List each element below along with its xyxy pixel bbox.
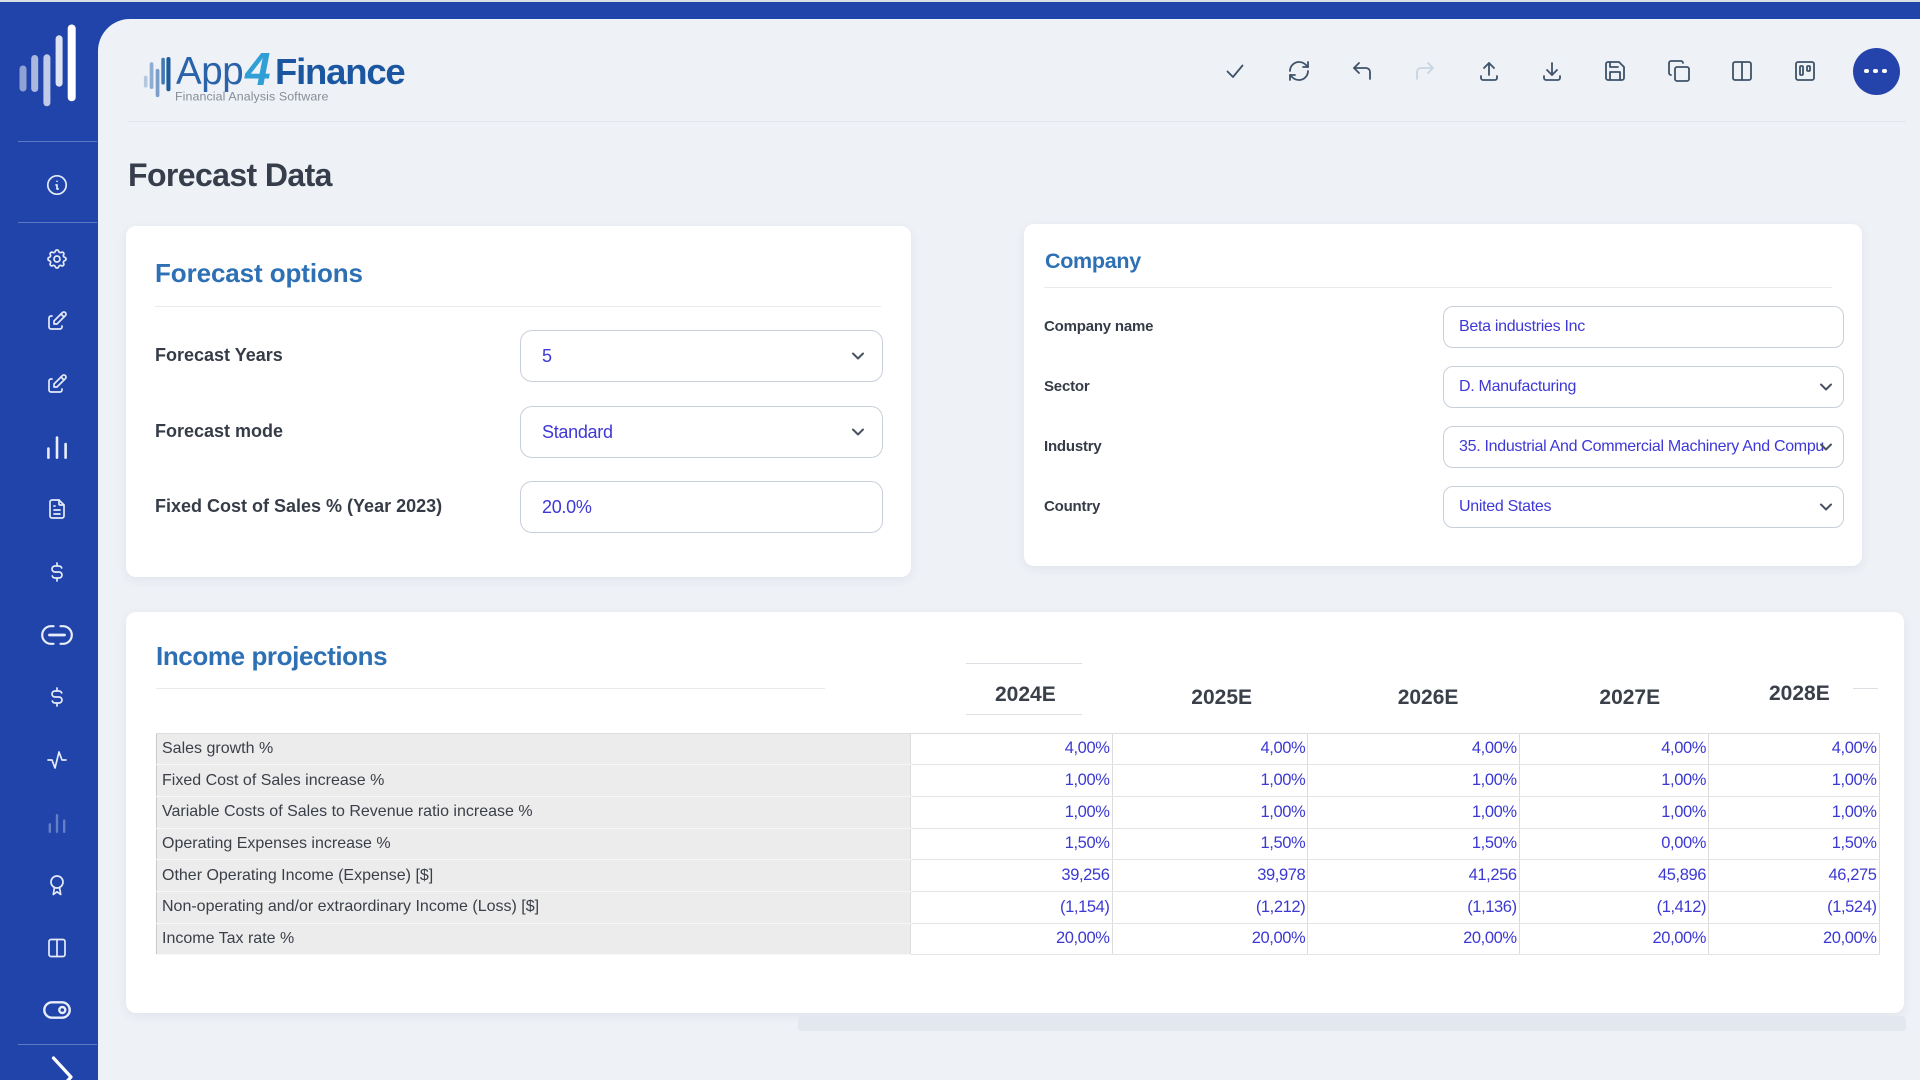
svg-text:App: App bbox=[176, 50, 243, 93]
svg-text:Finance: Finance bbox=[275, 51, 405, 92]
svg-text:Financial Analysis Software: Financial Analysis Software bbox=[175, 89, 329, 103]
svg-text:4: 4 bbox=[244, 50, 271, 95]
